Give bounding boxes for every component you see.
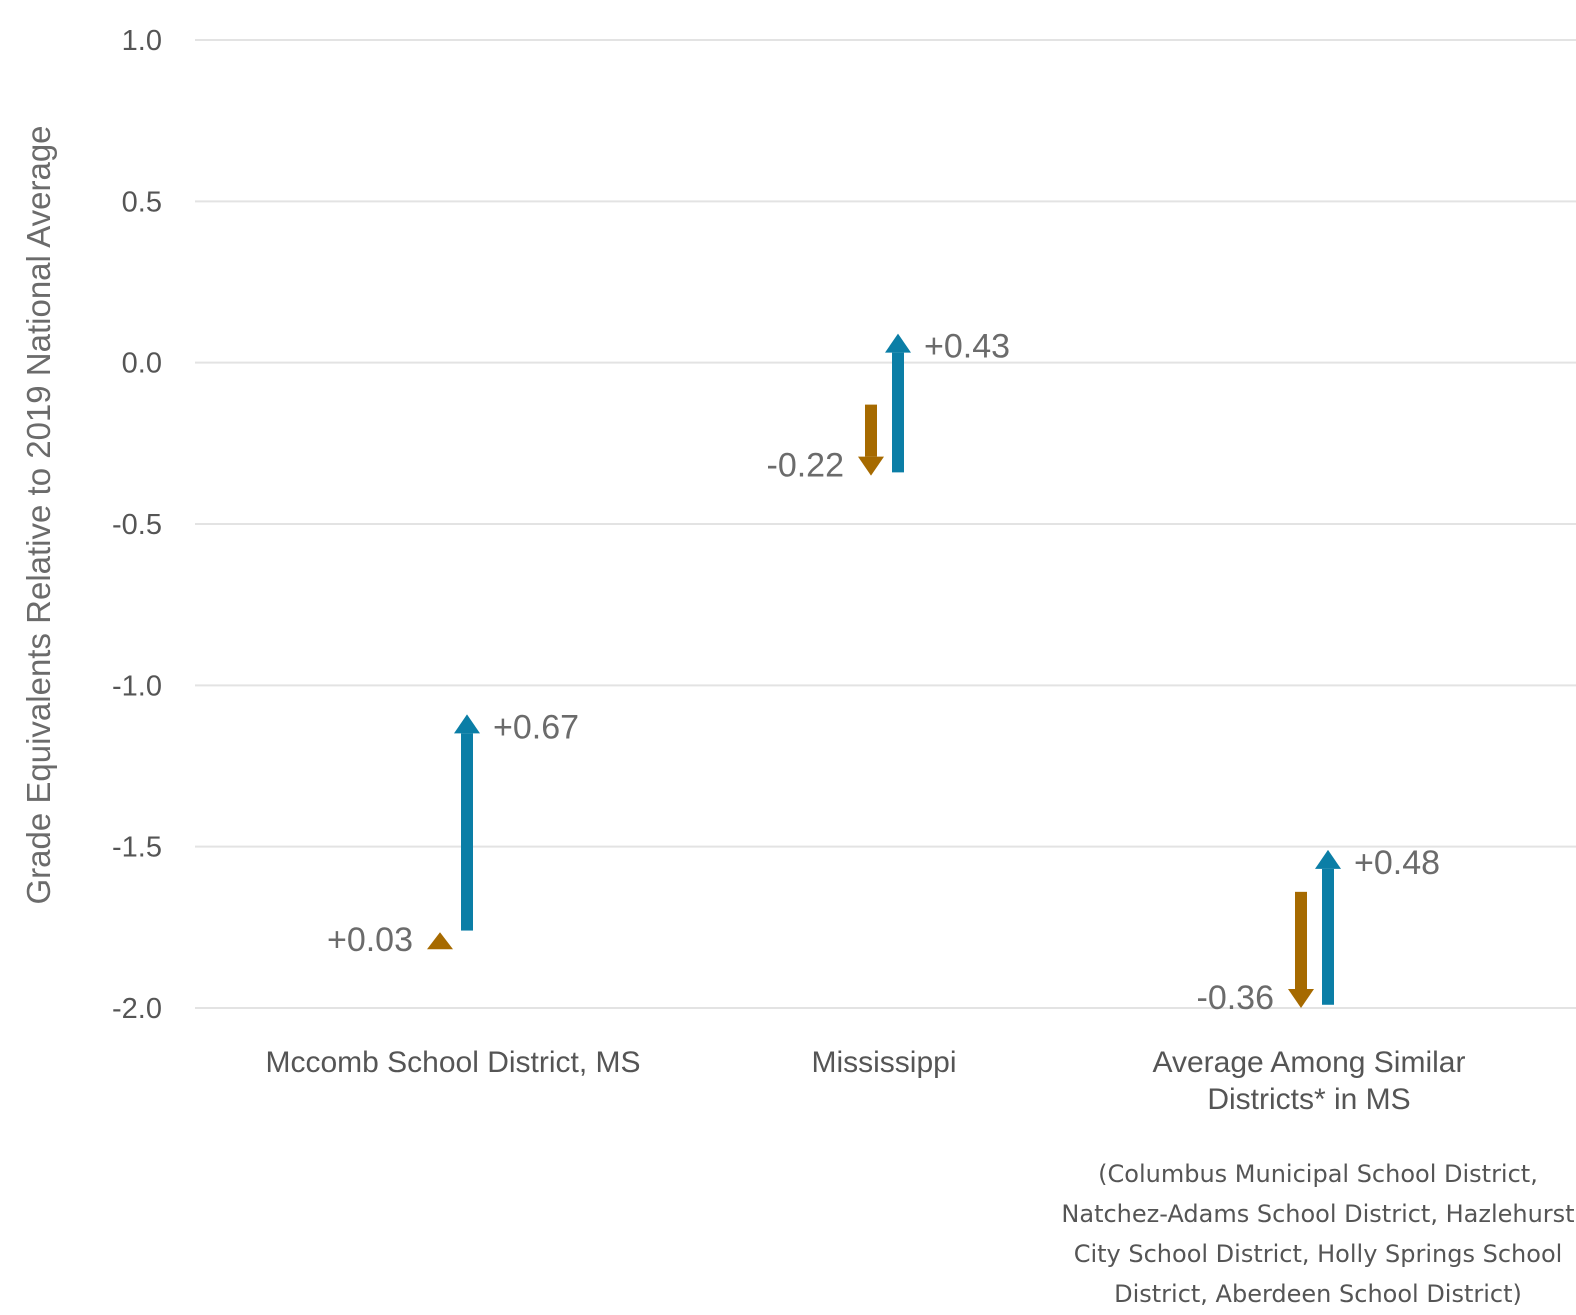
second-arrow-shaft (892, 352, 904, 473)
y-tick-label: 1.0 (122, 25, 162, 57)
first-arrow-shaft (865, 404, 877, 457)
category-note: Natchez-Adams School District, Hazlehurs… (1061, 1200, 1574, 1228)
y-tick-label: 0.5 (122, 186, 162, 218)
second-value-label: +0.43 (924, 328, 1010, 366)
second-arrow-head (454, 714, 480, 734)
first-arrow (858, 404, 884, 476)
first-value-label: +0.03 (327, 921, 413, 959)
first-arrow-head (427, 932, 453, 950)
second-arrow-head (885, 333, 911, 353)
y-tick-label: 0.0 (122, 348, 162, 380)
category-labels: Mccomb School District, MS Mississippi Ave… (265, 1046, 1574, 1308)
category-label: Average Among Similar (1153, 1046, 1466, 1079)
first-arrow-head (858, 456, 884, 476)
y-tick-label: -2.0 (112, 993, 162, 1025)
first-arrow (1288, 891, 1314, 1008)
y-axis-label: Grade Equivalents Relative to 2019 Natio… (20, 125, 57, 904)
category-note: City School District, Holly Springs Scho… (1074, 1240, 1563, 1268)
second-value-label: +0.48 (1354, 844, 1440, 882)
second-arrow (1315, 849, 1341, 1005)
gridlines (195, 39, 1576, 1009)
second-arrow (885, 333, 911, 473)
second-arrow-shaft (1322, 868, 1334, 1005)
first-value-label: -0.22 (767, 447, 845, 485)
first-arrow-head (1288, 989, 1314, 1008)
second-arrow (454, 714, 480, 931)
y-tick-label: -1.0 (112, 670, 162, 702)
category-note: (Columbus Municipal School District, (1098, 1160, 1538, 1188)
category-note: District, Aberdeen School District) (1114, 1280, 1522, 1308)
first-value-label: -0.36 (1197, 979, 1275, 1017)
y-tick-label: -0.5 (112, 509, 162, 541)
category-label: Mississippi (811, 1046, 956, 1079)
first-arrow-shaft (1295, 891, 1307, 989)
second-arrow-head (1315, 849, 1341, 869)
second-arrow-shaft (461, 733, 473, 931)
y-tick-label: -1.5 (112, 832, 162, 864)
y-tick-labels: 1.0 0.5 0.0 -0.5 -1.0 -1.5 -2.0 (112, 25, 162, 1025)
second-value-label: +0.67 (493, 708, 579, 746)
first-arrow (427, 932, 453, 950)
arrow-marks: +0.03 +0.67 -0.22 +0.43 -0.36 +0.48 (327, 328, 1440, 1017)
category-label: Districts* in MS (1207, 1083, 1410, 1116)
category-label: Mccomb School District, MS (265, 1046, 640, 1079)
